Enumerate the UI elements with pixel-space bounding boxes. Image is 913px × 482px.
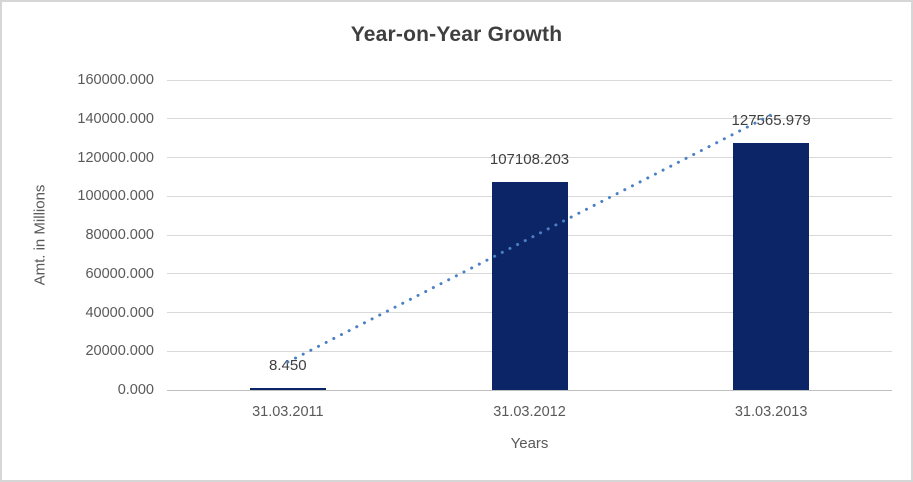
y-tick-label: 80000.000 bbox=[85, 227, 154, 243]
x-tick-label: 31.03.2011 bbox=[252, 404, 324, 420]
x-axis-title: Years bbox=[510, 435, 549, 452]
x-tick-label: 31.03.2013 bbox=[734, 404, 808, 420]
x-tick-label: 31.03.2012 bbox=[493, 404, 566, 420]
bar bbox=[249, 388, 326, 390]
bar bbox=[733, 142, 810, 390]
y-tick-label: 20000.000 bbox=[85, 343, 154, 360]
bar-data-label: 127565.979 bbox=[731, 111, 811, 129]
y-tick-label: 140000.000 bbox=[77, 110, 154, 127]
y-tick-label: 60000.000 bbox=[85, 265, 154, 282]
y-tick-label: 0.000 bbox=[117, 382, 154, 398]
bar bbox=[491, 182, 568, 390]
y-tick-label: 100000.000 bbox=[77, 188, 154, 205]
y-tick-label: 40000.000 bbox=[85, 304, 154, 321]
bar-data-label: 8.450 bbox=[269, 357, 307, 374]
bar-data-label: 107108.203 bbox=[489, 151, 570, 169]
gridline bbox=[167, 79, 892, 81]
chart-title: Year-on-Year Growth bbox=[350, 23, 563, 46]
y-tick-label: 120000.000 bbox=[77, 149, 154, 166]
x-axis-line bbox=[167, 389, 892, 391]
y-tick-label: 160000.000 bbox=[77, 72, 154, 88]
